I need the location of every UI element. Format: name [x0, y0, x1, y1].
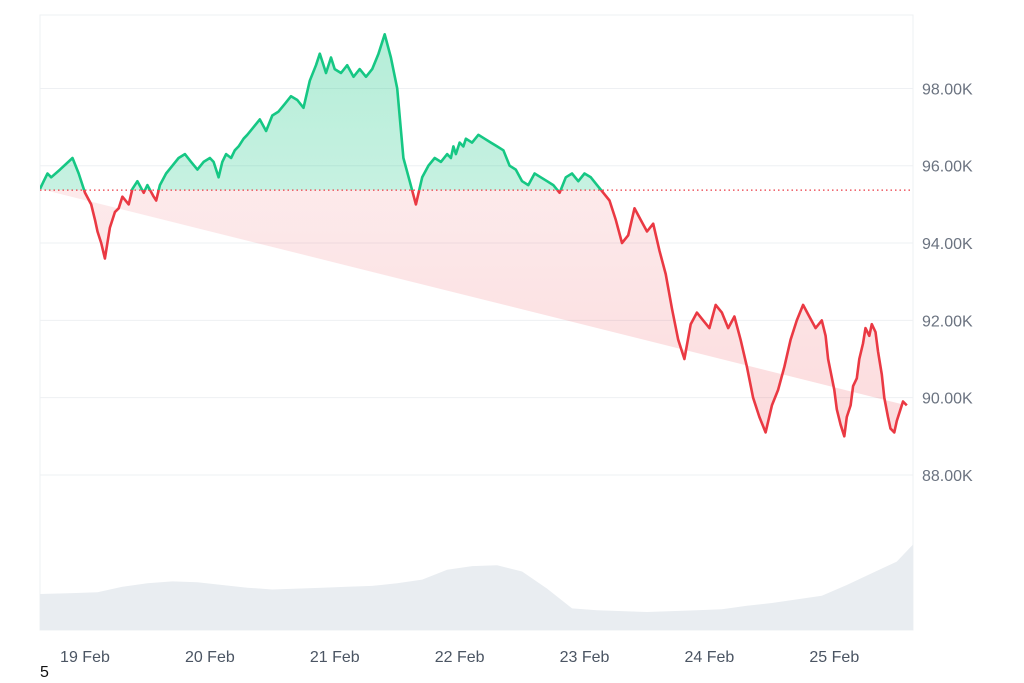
volume-area: [40, 544, 913, 630]
x-tick-label: 23 Feb: [560, 649, 610, 666]
gridlines: [39, 14, 914, 631]
corner-label: 5: [40, 664, 49, 681]
price-line-up: [40, 33, 603, 191]
area-above-baseline: [40, 34, 602, 191]
y-tick-label: 96.00K: [922, 159, 973, 176]
x-tick-label: 24 Feb: [685, 649, 735, 666]
y-tick-label: 98.00K: [922, 81, 973, 98]
price-line-down: [82, 190, 908, 438]
x-tick-label: 20 Feb: [185, 649, 235, 666]
price-area-fill: [40, 34, 907, 437]
x-axis-labels: 19 Feb 20 Feb 21 Feb 22 Feb 23 Feb 24 Feb 25 F…: [60, 649, 859, 666]
y-axis-labels: 88.00K 90.00K 92.00K 94.00K 96.00K 98.00K: [922, 81, 973, 485]
y-tick-label: 94.00K: [922, 236, 973, 253]
y-tick-label: 88.00K: [922, 468, 973, 485]
price-line: [40, 33, 908, 438]
x-tick-label: 22 Feb: [435, 649, 485, 666]
x-tick-label: 21 Feb: [310, 649, 360, 666]
area-below-baseline: [44, 190, 907, 437]
x-tick-label: 25 Feb: [809, 649, 859, 666]
volume-area-path: [40, 544, 913, 630]
y-tick-label: 92.00K: [922, 313, 973, 330]
x-tick-label: 19 Feb: [60, 649, 110, 666]
plot-frame: [39, 14, 914, 631]
y-tick-label: 90.00K: [922, 391, 973, 408]
